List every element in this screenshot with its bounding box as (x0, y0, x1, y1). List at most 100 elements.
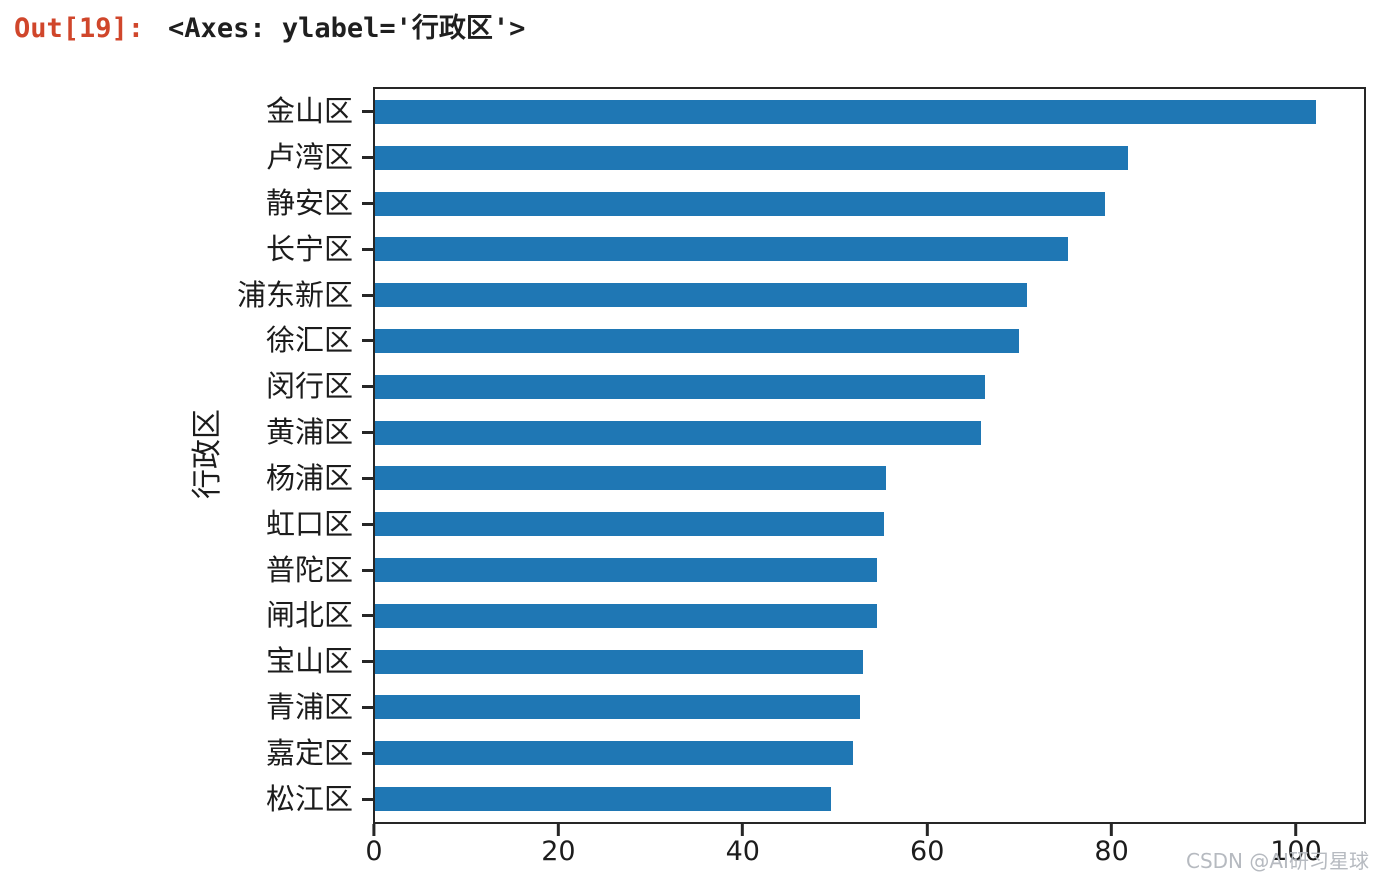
bar (375, 283, 1027, 308)
y-tick-text: 嘉定区 (265, 735, 353, 770)
x-tick-text: 0 (365, 836, 383, 867)
y-tick-text: 浦东新区 (236, 277, 353, 312)
bar-row (375, 135, 1364, 181)
y-tick-text: 徐汇区 (265, 323, 353, 358)
x-tick: 0 (365, 824, 383, 867)
y-tick-row: 闵行区 (0, 364, 373, 410)
bar (375, 99, 1317, 124)
bar (375, 191, 1106, 216)
y-tick-row: 金山区 (0, 89, 373, 135)
y-tick-row: 徐汇区 (0, 318, 373, 364)
x-tick-text: 20 (541, 836, 576, 867)
output-header: Out[19]: <Axes: ylabel='行政区'> (14, 6, 525, 45)
out-prompt: Out[19]: (14, 13, 145, 44)
y-tick-row: 嘉定区 (0, 730, 373, 776)
y-tick-mark (362, 705, 373, 709)
y-tick-mark (362, 293, 373, 297)
bar (375, 741, 854, 766)
y-tick-row: 普陀区 (0, 547, 373, 593)
bar-row (375, 89, 1364, 135)
y-tick-row: 宝山区 (0, 639, 373, 685)
y-tick-row: 青浦区 (0, 685, 373, 731)
y-tick-mark (362, 614, 373, 618)
bar-row (375, 181, 1364, 227)
y-tick-row: 黄浦区 (0, 410, 373, 456)
bar (375, 145, 1128, 170)
x-tick-mark (925, 824, 929, 836)
y-tick-text: 静安区 (265, 186, 353, 221)
x-tick: 20 (541, 824, 576, 867)
y-tick-labels: 金山区卢湾区静安区长宁区浦东新区徐汇区闵行区黄浦区杨浦区虹口区普陀区闸北区宝山区… (0, 89, 373, 822)
plot-area (373, 87, 1366, 824)
bar (375, 328, 1019, 353)
y-tick-text: 松江区 (265, 781, 353, 816)
x-tick-mark (741, 824, 745, 836)
bar (375, 649, 863, 674)
x-tick-mark (556, 824, 560, 836)
y-tick-text: 黄浦区 (265, 415, 353, 450)
y-tick-text: 普陀区 (265, 552, 353, 587)
bar (375, 237, 1069, 262)
y-tick-text: 长宁区 (265, 231, 353, 266)
x-tick-mark (1110, 824, 1114, 836)
y-tick-row: 静安区 (0, 181, 373, 227)
x-tick-mark (372, 824, 376, 836)
bar (375, 512, 884, 537)
bar-row (375, 410, 1364, 456)
x-tick: 80 (1094, 824, 1129, 867)
y-tick-text: 青浦区 (265, 689, 353, 724)
bar-row (375, 593, 1364, 639)
x-tick: 100 (1270, 824, 1322, 865)
y-tick-mark (362, 110, 373, 114)
y-tick-mark (362, 385, 373, 389)
bar (375, 695, 860, 720)
axes-repr-text: <Axes: ylabel='行政区'> (168, 13, 526, 44)
bar-row (375, 501, 1364, 547)
y-tick-mark (362, 797, 373, 801)
y-tick-row: 杨浦区 (0, 456, 373, 502)
x-tick-mark (1294, 824, 1298, 836)
x-tick: 60 (910, 824, 944, 865)
bar (375, 420, 982, 445)
y-tick-text: 卢湾区 (265, 140, 353, 175)
bar-row (375, 456, 1364, 502)
bar (375, 558, 878, 583)
y-tick-mark (362, 476, 373, 480)
y-tick-mark (362, 568, 373, 572)
y-tick-mark (362, 339, 373, 343)
bar-row (375, 776, 1364, 822)
y-tick-text: 杨浦区 (265, 460, 353, 495)
x-tick-labels: 0 20 40 60 80 100 (365, 824, 1367, 882)
y-tick-row: 长宁区 (0, 226, 373, 272)
y-tick-row: 卢湾区 (0, 135, 373, 181)
y-tick-mark (362, 202, 373, 206)
y-tick-mark (362, 751, 373, 755)
bar-row (375, 730, 1364, 776)
y-tick-row: 虹口区 (0, 501, 373, 547)
bar-row (375, 364, 1364, 410)
y-tick-mark (362, 247, 373, 251)
bar-row (375, 547, 1364, 593)
bar-row (375, 685, 1364, 731)
x-tick-text: 80 (1094, 836, 1129, 867)
bar (375, 603, 878, 628)
bar-row (375, 639, 1364, 685)
y-tick-mark (362, 156, 373, 160)
bar (375, 466, 886, 491)
x-tick: 40 (726, 824, 760, 865)
y-tick-text: 金山区 (265, 94, 353, 129)
bar-row (375, 318, 1364, 364)
x-tick-text: 40 (725, 836, 760, 867)
bar (375, 374, 985, 399)
watermark: CSDN @AI研习星球 (1186, 849, 1369, 873)
y-tick-text: 闵行区 (265, 369, 353, 404)
y-tick-mark (362, 522, 373, 526)
bar-row (375, 272, 1364, 318)
y-tick-text: 闸北区 (265, 598, 353, 633)
y-tick-text: 虹口区 (265, 506, 353, 541)
x-tick-text: 60 (910, 836, 945, 867)
bar (375, 787, 832, 812)
y-tick-row: 闸北区 (0, 593, 373, 639)
y-tick-mark (362, 431, 373, 435)
